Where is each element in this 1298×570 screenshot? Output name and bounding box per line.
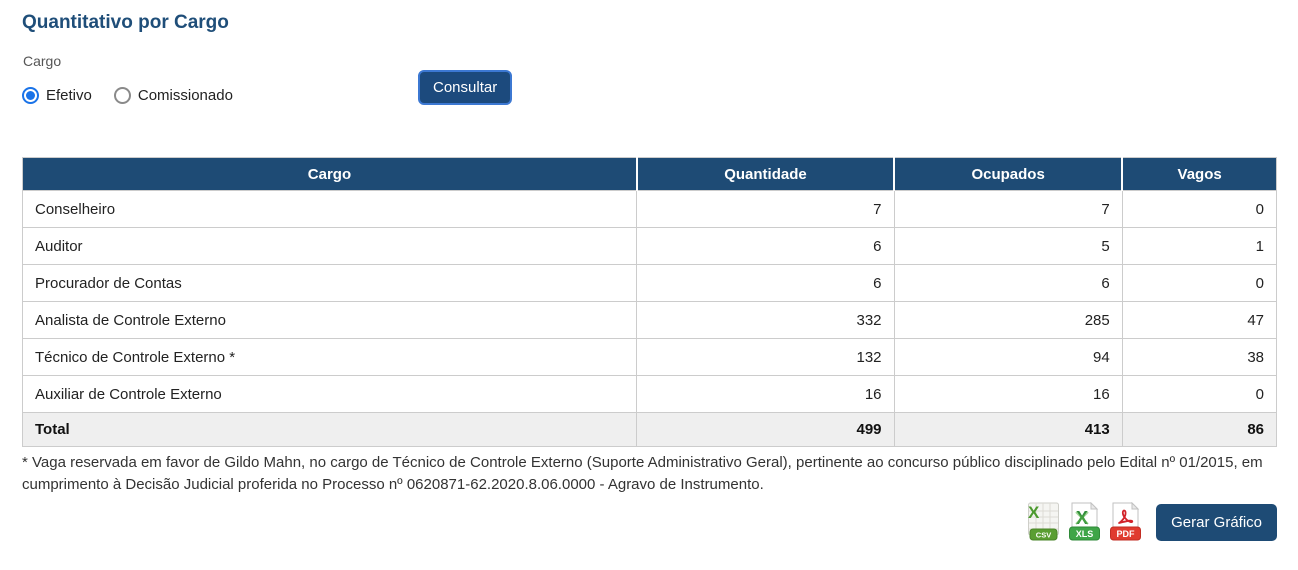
cell-cargo: Procurador de Contas (21, 264, 638, 302)
export-xls-icon[interactable]: X XLS (1068, 502, 1101, 543)
column-header-quantidade: Quantidade (635, 157, 895, 191)
radio-comissionado-label: Comissionado (137, 87, 233, 104)
table-row: Analista de Controle Externo 332 285 47 (21, 301, 1278, 339)
cell-vagos: 0 (1121, 190, 1278, 228)
cell-ocupados: 94 (893, 338, 1123, 376)
total-ocupados: 413 (893, 412, 1123, 447)
cell-ocupados: 7 (893, 190, 1123, 228)
cell-vagos: 0 (1121, 375, 1278, 413)
radio-efetivo-label: Efetivo (46, 87, 92, 104)
export-pdf-icon[interactable]: PDF (1109, 502, 1142, 543)
svg-text:CSV: CSV (1036, 531, 1051, 540)
cell-quantidade: 132 (636, 338, 895, 376)
cell-cargo: Auditor (21, 227, 638, 265)
gerar-grafico-button[interactable]: Gerar Gráfico (1156, 504, 1277, 541)
total-label: Total (21, 412, 638, 447)
column-header-vagos: Vagos (1121, 157, 1277, 191)
svg-text:XLS: XLS (1076, 529, 1094, 539)
page-title: Quantitativo por Cargo (22, 12, 229, 33)
column-header-cargo: Cargo (22, 157, 637, 191)
total-quantidade: 499 (636, 412, 895, 447)
table-row: Auxiliar de Controle Externo 16 16 0 (21, 375, 1278, 413)
cell-cargo: Conselheiro (21, 190, 638, 228)
cell-cargo: Auxiliar de Controle Externo (21, 375, 638, 413)
table-header-row: Cargo Quantidade Ocupados Vagos (22, 157, 1277, 191)
column-header-ocupados: Ocupados (893, 157, 1123, 191)
radio-option-comissionado[interactable]: Comissionado (113, 87, 233, 104)
cargo-type-radio-group: Efetivo Comissionado (22, 87, 233, 104)
table-total-row: Total 499 413 86 (21, 412, 1278, 447)
table-row: Técnico de Controle Externo * 132 94 38 (21, 338, 1278, 376)
consultar-button[interactable]: Consultar (418, 70, 513, 105)
cell-ocupados: 5 (893, 227, 1123, 265)
radio-comissionado-unselected[interactable] (113, 87, 131, 104)
export-toolbar: X CSV X XLS PDF Gerar Gráfico (1027, 502, 1277, 543)
svg-text:PDF: PDF (1117, 529, 1136, 539)
cell-quantidade: 7 (636, 190, 895, 228)
table-row: Procurador de Contas 6 6 0 (21, 264, 1278, 302)
cell-vagos: 47 (1121, 301, 1278, 339)
cargo-field-label: Cargo (23, 53, 62, 69)
cell-quantidade: 6 (636, 227, 895, 265)
cell-vagos: 0 (1121, 264, 1278, 302)
total-vagos: 86 (1121, 412, 1278, 447)
cell-quantidade: 6 (636, 264, 895, 302)
cell-cargo: Técnico de Controle Externo * (21, 338, 638, 376)
footnote-text: * Vaga reservada em favor de Gildo Mahn,… (22, 454, 1263, 493)
svg-text:X: X (1028, 503, 1040, 522)
table-row: Conselheiro 7 7 0 (21, 190, 1278, 228)
radio-option-efetivo[interactable]: Efetivo (22, 87, 92, 104)
cell-cargo: Analista de Controle Externo (21, 301, 638, 339)
quantitativo-table: Cargo Quantidade Ocupados Vagos Conselhe… (21, 157, 1278, 447)
cell-quantidade: 332 (636, 301, 895, 339)
table-row: Auditor 6 5 1 (21, 227, 1278, 265)
export-csv-icon[interactable]: X CSV (1027, 502, 1060, 543)
cell-vagos: 1 (1121, 227, 1278, 265)
cell-quantidade: 16 (636, 375, 895, 413)
cell-ocupados: 16 (893, 375, 1123, 413)
radio-efetivo-selected[interactable] (22, 87, 39, 104)
cell-vagos: 38 (1121, 338, 1278, 376)
cell-ocupados: 285 (893, 301, 1123, 339)
cell-ocupados: 6 (893, 264, 1123, 302)
